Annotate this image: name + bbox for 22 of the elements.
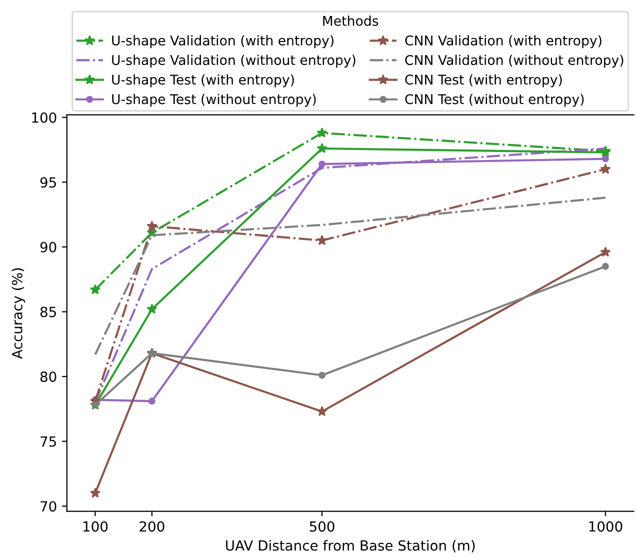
y-tick-label: 70 bbox=[40, 501, 56, 512]
x-tick-label: 1000 bbox=[589, 521, 622, 532]
legend-title: Methods bbox=[323, 16, 378, 26]
y-tick-label: 75 bbox=[40, 436, 56, 447]
y-tick-label: 80 bbox=[40, 371, 56, 382]
y-tick-label: 100 bbox=[32, 112, 56, 123]
legend-label: U-shape Validation (with entropy) bbox=[112, 35, 334, 48]
legend-label: U-shape Test (with entropy) bbox=[112, 74, 294, 88]
x-tick-label: 500 bbox=[310, 521, 334, 532]
y-tick-label: 95 bbox=[40, 177, 56, 188]
x-tick-label: 200 bbox=[140, 521, 164, 532]
legend-label: U-shape Validation (without entropy) bbox=[112, 54, 356, 68]
legend-label: CNN Test (without entropy) bbox=[405, 94, 584, 107]
y-tick-label: 85 bbox=[40, 306, 56, 318]
y-axis-title: Accuracy (%) bbox=[12, 268, 26, 359]
x-tick-label: 100 bbox=[84, 521, 108, 532]
legend-label: U-shape Test (without entropy) bbox=[112, 94, 316, 107]
x-axis-title: UAV Distance from Base Station (m) bbox=[226, 540, 475, 552]
legend-label: CNN Test (with entropy) bbox=[405, 74, 562, 88]
y-tick-label: 90 bbox=[40, 242, 56, 252]
legend-label: CNN Validation (without entropy) bbox=[405, 54, 624, 68]
legend-label: CNN Validation (with entropy) bbox=[405, 35, 602, 48]
